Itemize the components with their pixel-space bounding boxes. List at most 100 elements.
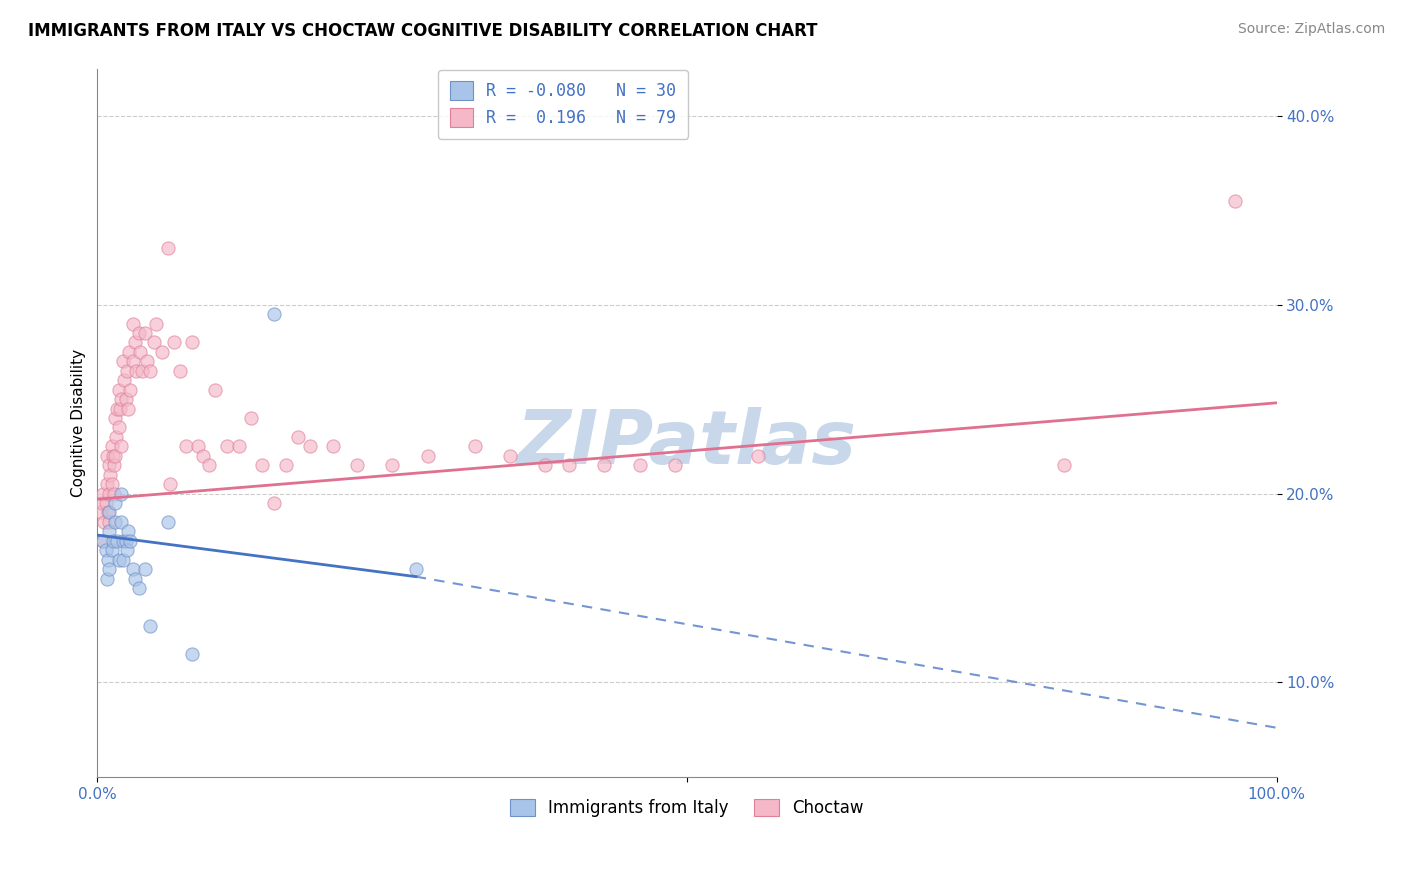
Point xyxy=(157,241,180,255)
Point xyxy=(112,533,135,548)
Point xyxy=(98,467,121,482)
Point xyxy=(104,515,127,529)
Point xyxy=(593,458,616,473)
Point xyxy=(263,496,285,510)
Point xyxy=(416,449,439,463)
Point xyxy=(105,430,128,444)
Point xyxy=(110,515,132,529)
Point xyxy=(91,496,114,510)
Point xyxy=(97,505,120,519)
Text: IMMIGRANTS FROM ITALY VS CHOCTAW COGNITIVE DISABILITY CORRELATION CHART: IMMIGRANTS FROM ITALY VS CHOCTAW COGNITI… xyxy=(28,22,818,40)
Point xyxy=(120,383,142,397)
Point xyxy=(114,392,136,406)
Point xyxy=(464,439,486,453)
Point xyxy=(628,458,651,473)
Point xyxy=(98,524,121,539)
Point xyxy=(128,326,150,340)
Point xyxy=(121,354,143,368)
Point xyxy=(98,515,121,529)
Point xyxy=(103,486,125,500)
Point xyxy=(101,533,124,548)
Point xyxy=(252,458,274,473)
Point xyxy=(103,458,125,473)
Point xyxy=(118,344,141,359)
Text: ZIPatlas: ZIPatlas xyxy=(517,408,856,481)
Point xyxy=(322,439,344,453)
Point xyxy=(105,533,128,548)
Point xyxy=(157,515,180,529)
Point xyxy=(134,562,156,576)
Legend: Immigrants from Italy, Choctaw: Immigrants from Italy, Choctaw xyxy=(502,790,872,825)
Point xyxy=(93,515,115,529)
Point xyxy=(287,430,309,444)
Point xyxy=(139,619,162,633)
Point xyxy=(198,458,221,473)
Text: Source: ZipAtlas.com: Source: ZipAtlas.com xyxy=(1237,22,1385,37)
Point xyxy=(98,505,121,519)
Point xyxy=(110,439,132,453)
Point xyxy=(664,458,686,473)
Point xyxy=(112,354,135,368)
Point xyxy=(139,364,162,378)
Point xyxy=(110,486,132,500)
Point xyxy=(263,307,285,321)
Point xyxy=(163,335,186,350)
Point xyxy=(110,392,132,406)
Point xyxy=(128,344,150,359)
Point xyxy=(97,552,120,566)
Point xyxy=(104,411,127,425)
Point xyxy=(117,524,139,539)
Point xyxy=(114,533,136,548)
Point xyxy=(169,364,191,378)
Point xyxy=(159,477,181,491)
Point xyxy=(107,552,129,566)
Point xyxy=(98,562,121,576)
Point xyxy=(91,533,114,548)
Point xyxy=(215,439,238,453)
Point xyxy=(100,439,122,453)
Point xyxy=(1225,194,1247,208)
Point xyxy=(115,364,138,378)
Point xyxy=(98,486,121,500)
Point xyxy=(100,543,122,558)
Point xyxy=(114,373,136,387)
Point xyxy=(94,543,117,558)
Point xyxy=(558,458,581,473)
Point xyxy=(124,572,146,586)
Point xyxy=(91,533,114,548)
Point xyxy=(101,449,124,463)
Point xyxy=(121,317,143,331)
Point xyxy=(204,383,226,397)
Point xyxy=(274,458,297,473)
Point xyxy=(135,354,157,368)
Point xyxy=(128,581,150,595)
Point xyxy=(145,317,167,331)
Point xyxy=(120,533,142,548)
Point xyxy=(125,364,148,378)
Point xyxy=(98,458,121,473)
Point xyxy=(228,439,250,453)
Point xyxy=(180,335,202,350)
Point xyxy=(124,335,146,350)
Point xyxy=(121,562,143,576)
Point xyxy=(107,383,129,397)
Point xyxy=(104,496,127,510)
Point xyxy=(134,326,156,340)
Point xyxy=(131,364,153,378)
Point xyxy=(115,543,138,558)
Point xyxy=(174,439,197,453)
Y-axis label: Cognitive Disability: Cognitive Disability xyxy=(72,349,86,497)
Point xyxy=(142,335,165,350)
Point xyxy=(534,458,557,473)
Point xyxy=(112,552,135,566)
Point xyxy=(94,496,117,510)
Point xyxy=(298,439,321,453)
Point xyxy=(96,572,118,586)
Point xyxy=(91,486,114,500)
Point xyxy=(193,449,215,463)
Point xyxy=(239,411,262,425)
Point xyxy=(499,449,522,463)
Point xyxy=(1053,458,1076,473)
Point xyxy=(108,401,131,416)
Point xyxy=(180,647,202,661)
